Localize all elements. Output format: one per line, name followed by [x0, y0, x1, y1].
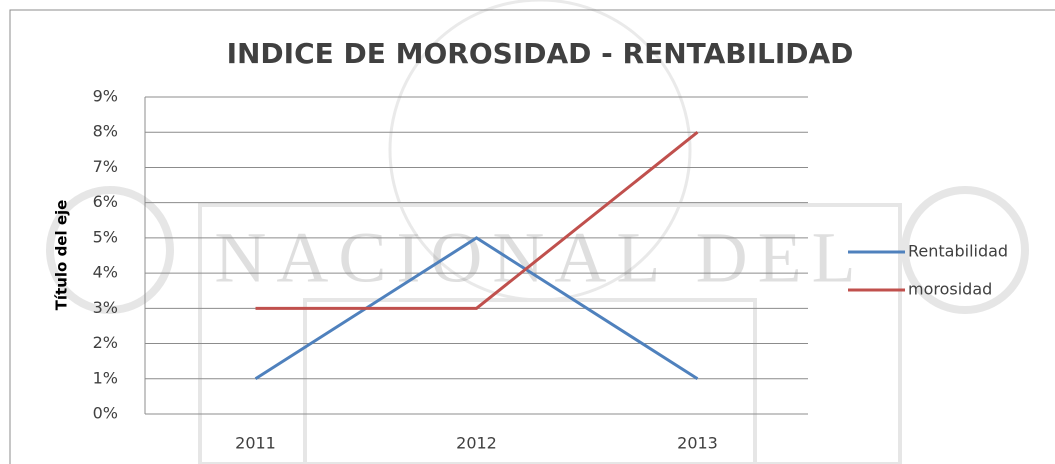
legend-label: Rentabilidad	[908, 242, 1008, 261]
y-tick-label: 5%	[93, 227, 118, 246]
y-tick-label: 6%	[93, 192, 118, 211]
line-series	[254, 236, 699, 381]
watermark	[46, 0, 1029, 464]
watermark-text: NACIONAL DEL	[214, 218, 865, 298]
chart-border	[9, 9, 1055, 464]
x-tick-label: 2011	[235, 434, 276, 453]
x-tick-label: 2012	[456, 434, 497, 453]
watermark-shape	[303, 298, 757, 464]
y-tick-label: 8%	[93, 122, 118, 141]
watermark-shape	[46, 186, 174, 314]
y-tick-label: 2%	[93, 333, 118, 352]
chart-title: INDICE DE MOROSIDAD - RENTABILIDAD	[227, 37, 854, 70]
y-axis-label: Título del eje	[53, 200, 71, 311]
line-series	[255, 131, 699, 310]
y-tick-label: 0%	[93, 404, 118, 423]
y-tick-label: 3%	[93, 298, 118, 317]
watermark-shape	[388, 0, 692, 302]
x-tick-label: 2013	[677, 434, 718, 453]
y-tick-label: 9%	[93, 87, 118, 106]
y-tick-label: 7%	[93, 157, 118, 176]
y-tick-label: 1%	[93, 368, 118, 387]
watermark-shape	[198, 203, 902, 464]
watermark-shape	[901, 186, 1029, 314]
y-tick-label: 4%	[93, 263, 118, 282]
legend-label: morosidad	[908, 280, 992, 299]
